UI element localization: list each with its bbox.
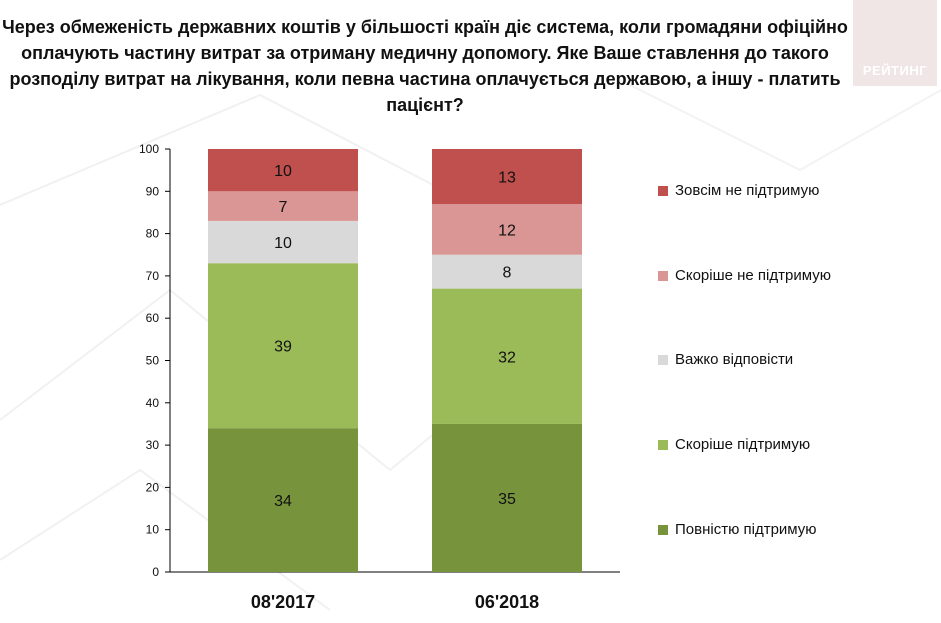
bar-segment bbox=[432, 254, 582, 289]
bar-segment bbox=[208, 191, 358, 221]
legend-label: Зовсім не підтримую bbox=[675, 182, 820, 199]
legend-swatch bbox=[658, 355, 668, 365]
data-label: 13 bbox=[498, 169, 516, 186]
bar-segment bbox=[208, 220, 358, 264]
data-label: 8 bbox=[503, 265, 512, 282]
data-label: 10 bbox=[274, 163, 292, 180]
data-label: 35 bbox=[498, 491, 516, 508]
bar-segment bbox=[208, 428, 358, 572]
legend-swatch bbox=[658, 186, 668, 196]
legend-label: Повністю підтримую bbox=[675, 521, 817, 538]
bar-segment bbox=[432, 288, 582, 424]
legend-label: Скоріше підтримую bbox=[675, 436, 811, 453]
data-label: 10 bbox=[274, 235, 292, 252]
data-label: 39 bbox=[274, 339, 292, 356]
legend-swatch bbox=[658, 271, 668, 281]
bar-segment bbox=[208, 149, 358, 192]
y-tick-label: 30 bbox=[146, 438, 160, 452]
y-tick-label: 20 bbox=[146, 480, 160, 494]
y-tick-label: 60 bbox=[146, 311, 160, 325]
bar-segment bbox=[432, 423, 582, 572]
x-category-label: 08'2017 bbox=[251, 592, 315, 612]
y-tick-label: 10 bbox=[146, 523, 160, 537]
chart-title: Через обмеженість державних коштів у біл… bbox=[2, 17, 848, 115]
data-label: 12 bbox=[498, 222, 516, 239]
legend-swatch bbox=[658, 440, 668, 450]
y-tick-label: 70 bbox=[146, 269, 160, 283]
bar-segment bbox=[432, 149, 582, 204]
logo-text: РЕЙТИНГ bbox=[862, 63, 928, 78]
legend-swatch bbox=[658, 525, 668, 535]
bar-segment bbox=[208, 263, 358, 429]
legend-label: Важко відповісти bbox=[675, 351, 794, 368]
y-tick-label: 80 bbox=[146, 227, 160, 241]
data-label: 34 bbox=[274, 493, 292, 510]
data-label: 7 bbox=[279, 199, 288, 216]
y-tick-label: 40 bbox=[146, 396, 160, 410]
x-category-label: 06'2018 bbox=[475, 592, 539, 612]
y-tick-label: 50 bbox=[146, 354, 160, 368]
legend-label: Скоріше не підтримую bbox=[675, 267, 831, 284]
data-label: 32 bbox=[498, 349, 516, 366]
y-tick-label: 0 bbox=[152, 565, 159, 579]
rating-logo: РЕЙТИНГ bbox=[853, 0, 937, 86]
bar-segment bbox=[432, 203, 582, 255]
y-tick-label: 90 bbox=[146, 184, 160, 198]
y-tick-label: 100 bbox=[139, 142, 159, 156]
